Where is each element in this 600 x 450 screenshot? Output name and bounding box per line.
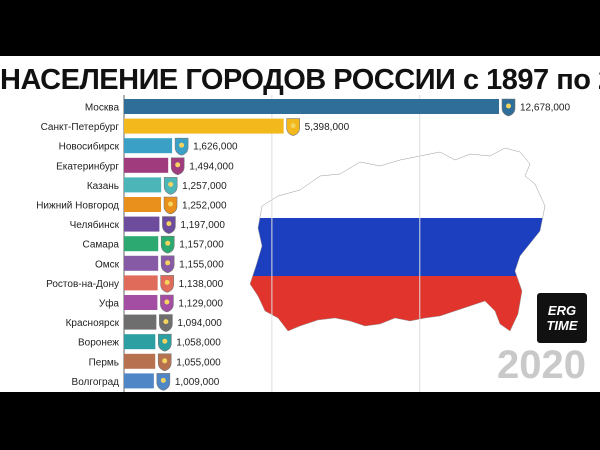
bar: [124, 177, 162, 193]
category-label: Пермь: [89, 357, 119, 368]
city-emblem-icon: [163, 196, 178, 215]
bar: [124, 353, 156, 369]
value-label: 1,252,000: [182, 201, 227, 212]
bar: [124, 138, 173, 154]
value-label: 5,398,000: [305, 122, 350, 133]
bar: [124, 275, 158, 291]
channel-logo: ERG TIME: [537, 293, 587, 343]
bar: [124, 197, 162, 212]
city-emblem-icon: [501, 98, 516, 117]
city-emblem-icon: [286, 118, 300, 136]
city-emblem-icon: [174, 137, 189, 156]
bars: Москва 12,678,000 Санкт-Петербург 5,398,000…: [36, 98, 570, 391]
value-label: 1,058,000: [176, 338, 221, 349]
chart-title: НАСЕЛЕНИЕ ГОРОДОВ РОССИИ с 1897 по 2020: [0, 64, 600, 96]
bar: [124, 373, 154, 389]
city-emblem-icon: [160, 275, 174, 293]
city-emblem-icon: [170, 157, 185, 176]
value-label: 1,009,000: [175, 377, 220, 388]
logo-line-2: TIME: [546, 318, 578, 333]
category-label: Челябинск: [70, 219, 120, 231]
value-label: 1,055,000: [176, 357, 221, 368]
value-label: 12,678,000: [520, 103, 570, 114]
value-label: 1,197,000: [180, 220, 225, 231]
category-label: Самара: [83, 240, 120, 251]
value-label: 1,257,000: [182, 181, 227, 192]
city-emblem-icon: [162, 216, 176, 234]
value-label: 1,129,000: [178, 299, 223, 310]
category-label: Москва: [85, 103, 120, 114]
value-label: 1,094,000: [177, 318, 222, 329]
value-label: 1,494,000: [189, 161, 234, 172]
city-emblem-icon: [157, 353, 172, 372]
value-label: 1,155,000: [179, 259, 224, 270]
bar: [124, 216, 160, 232]
city-emblem-icon: [157, 333, 172, 352]
bar: [124, 295, 158, 310]
value-label: 1,626,000: [193, 142, 238, 153]
city-emblem-icon: [160, 235, 175, 254]
bar-chart: Москва 12,678,000 Санкт-Петербург 5,398,000…: [36, 95, 570, 392]
logo-line-1: ERG: [547, 303, 577, 318]
russia-flag-map: [249, 147, 546, 332]
year-label: 2020: [497, 343, 586, 387]
bar: [124, 99, 499, 114]
city-emblem-icon: [160, 294, 174, 313]
category-label: Нижний Новгород: [36, 201, 119, 212]
city-emblem-icon: [159, 314, 173, 332]
city-emblem-icon: [156, 373, 171, 391]
value-label: 1,157,000: [179, 240, 224, 251]
category-label: Красноярск: [66, 318, 120, 329]
category-label: Омск: [95, 259, 120, 270]
bar: [124, 236, 159, 252]
chart-frame: НАСЕЛЕНИЕ ГОРОДОВ РОССИИ с 1897 по 2020 …: [0, 56, 600, 392]
value-label: 1,138,000: [179, 279, 224, 290]
category-label: Волгоград: [72, 377, 120, 388]
category-label: Уфа: [99, 298, 120, 310]
category-label: Новосибирск: [59, 141, 120, 153]
category-label: Воронеж: [78, 338, 119, 349]
bar: [124, 334, 156, 350]
category-label: Казань: [87, 181, 119, 192]
category-label: Санкт-Петербург: [41, 121, 120, 133]
category-label: Ростов-на-Дону: [46, 279, 119, 290]
bar: [124, 118, 284, 134]
bar: [124, 255, 159, 271]
bar: [124, 157, 169, 173]
city-emblem-icon: [163, 177, 178, 195]
city-emblem-icon: [160, 255, 175, 274]
category-label: Екатеринбург: [56, 160, 119, 172]
bar: [124, 314, 157, 330]
